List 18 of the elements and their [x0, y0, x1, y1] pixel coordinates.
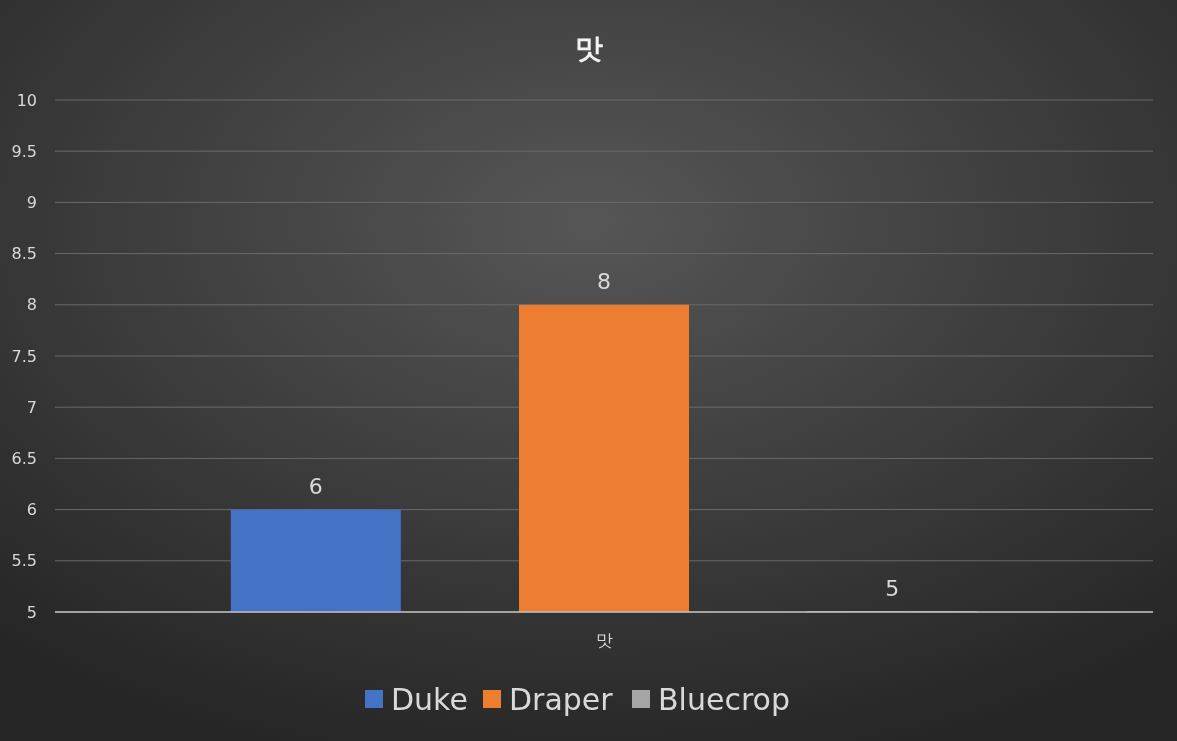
y-tick-label: 7.5	[11, 346, 37, 366]
y-tick-label: 7	[26, 397, 37, 417]
y-tick-label: 10	[16, 90, 37, 110]
y-tick-label: 5	[26, 602, 37, 622]
y-tick-label: 9.5	[11, 141, 37, 161]
y-tick-label: 9	[26, 193, 37, 212]
chart-title: 맛	[574, 32, 603, 65]
data-label: 5	[885, 576, 900, 601]
data-label: 6	[308, 473, 323, 499]
legend-label: Bluecrop	[658, 681, 790, 717]
y-tick-label: 8.5	[11, 244, 37, 264]
y-tick-label: 6	[26, 500, 37, 520]
legend-label: Duke	[391, 681, 468, 717]
y-tick-label: 8	[26, 295, 37, 315]
y-tick-label: 5.5	[11, 551, 37, 571]
legend-label: Draper	[509, 681, 614, 717]
y-tick-label: 6.5	[11, 449, 37, 468]
data-label: 8	[597, 268, 611, 294]
